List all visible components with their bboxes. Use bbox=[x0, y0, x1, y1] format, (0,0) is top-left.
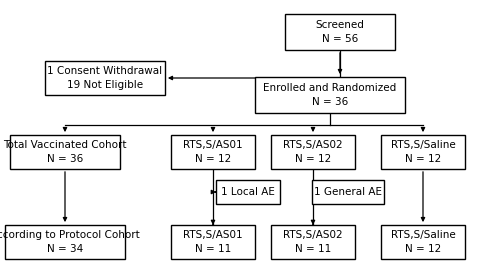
Text: According to Protocol Cohort
N = 34: According to Protocol Cohort N = 34 bbox=[0, 230, 140, 254]
Text: RTS,S/AS02
N = 12: RTS,S/AS02 N = 12 bbox=[283, 140, 343, 164]
Text: RTS,S/Saline
N = 12: RTS,S/Saline N = 12 bbox=[390, 230, 456, 254]
FancyBboxPatch shape bbox=[381, 135, 465, 169]
FancyBboxPatch shape bbox=[171, 225, 255, 259]
FancyBboxPatch shape bbox=[5, 225, 125, 259]
FancyBboxPatch shape bbox=[171, 135, 255, 169]
Text: 1 General AE: 1 General AE bbox=[314, 187, 382, 197]
FancyBboxPatch shape bbox=[312, 180, 384, 204]
Text: RTS,S/AS02
N = 11: RTS,S/AS02 N = 11 bbox=[283, 230, 343, 254]
FancyBboxPatch shape bbox=[255, 77, 405, 113]
FancyBboxPatch shape bbox=[10, 135, 120, 169]
Text: RTS,S/AS01
N = 12: RTS,S/AS01 N = 12 bbox=[183, 140, 243, 164]
FancyBboxPatch shape bbox=[271, 225, 355, 259]
Text: 1 Consent Withdrawal
19 Not Eligible: 1 Consent Withdrawal 19 Not Eligible bbox=[48, 66, 162, 90]
Text: RTS,S/Saline
N = 12: RTS,S/Saline N = 12 bbox=[390, 140, 456, 164]
Text: Enrolled and Randomized
N = 36: Enrolled and Randomized N = 36 bbox=[264, 83, 396, 107]
FancyBboxPatch shape bbox=[271, 135, 355, 169]
FancyBboxPatch shape bbox=[381, 225, 465, 259]
FancyBboxPatch shape bbox=[216, 180, 280, 204]
Text: Screened
N = 56: Screened N = 56 bbox=[316, 20, 364, 44]
Text: RTS,S/AS01
N = 11: RTS,S/AS01 N = 11 bbox=[183, 230, 243, 254]
FancyBboxPatch shape bbox=[285, 14, 395, 50]
Text: Total Vaccinated Cohort
N = 36: Total Vaccinated Cohort N = 36 bbox=[4, 140, 127, 164]
Text: 1 Local AE: 1 Local AE bbox=[221, 187, 275, 197]
FancyBboxPatch shape bbox=[45, 61, 165, 95]
